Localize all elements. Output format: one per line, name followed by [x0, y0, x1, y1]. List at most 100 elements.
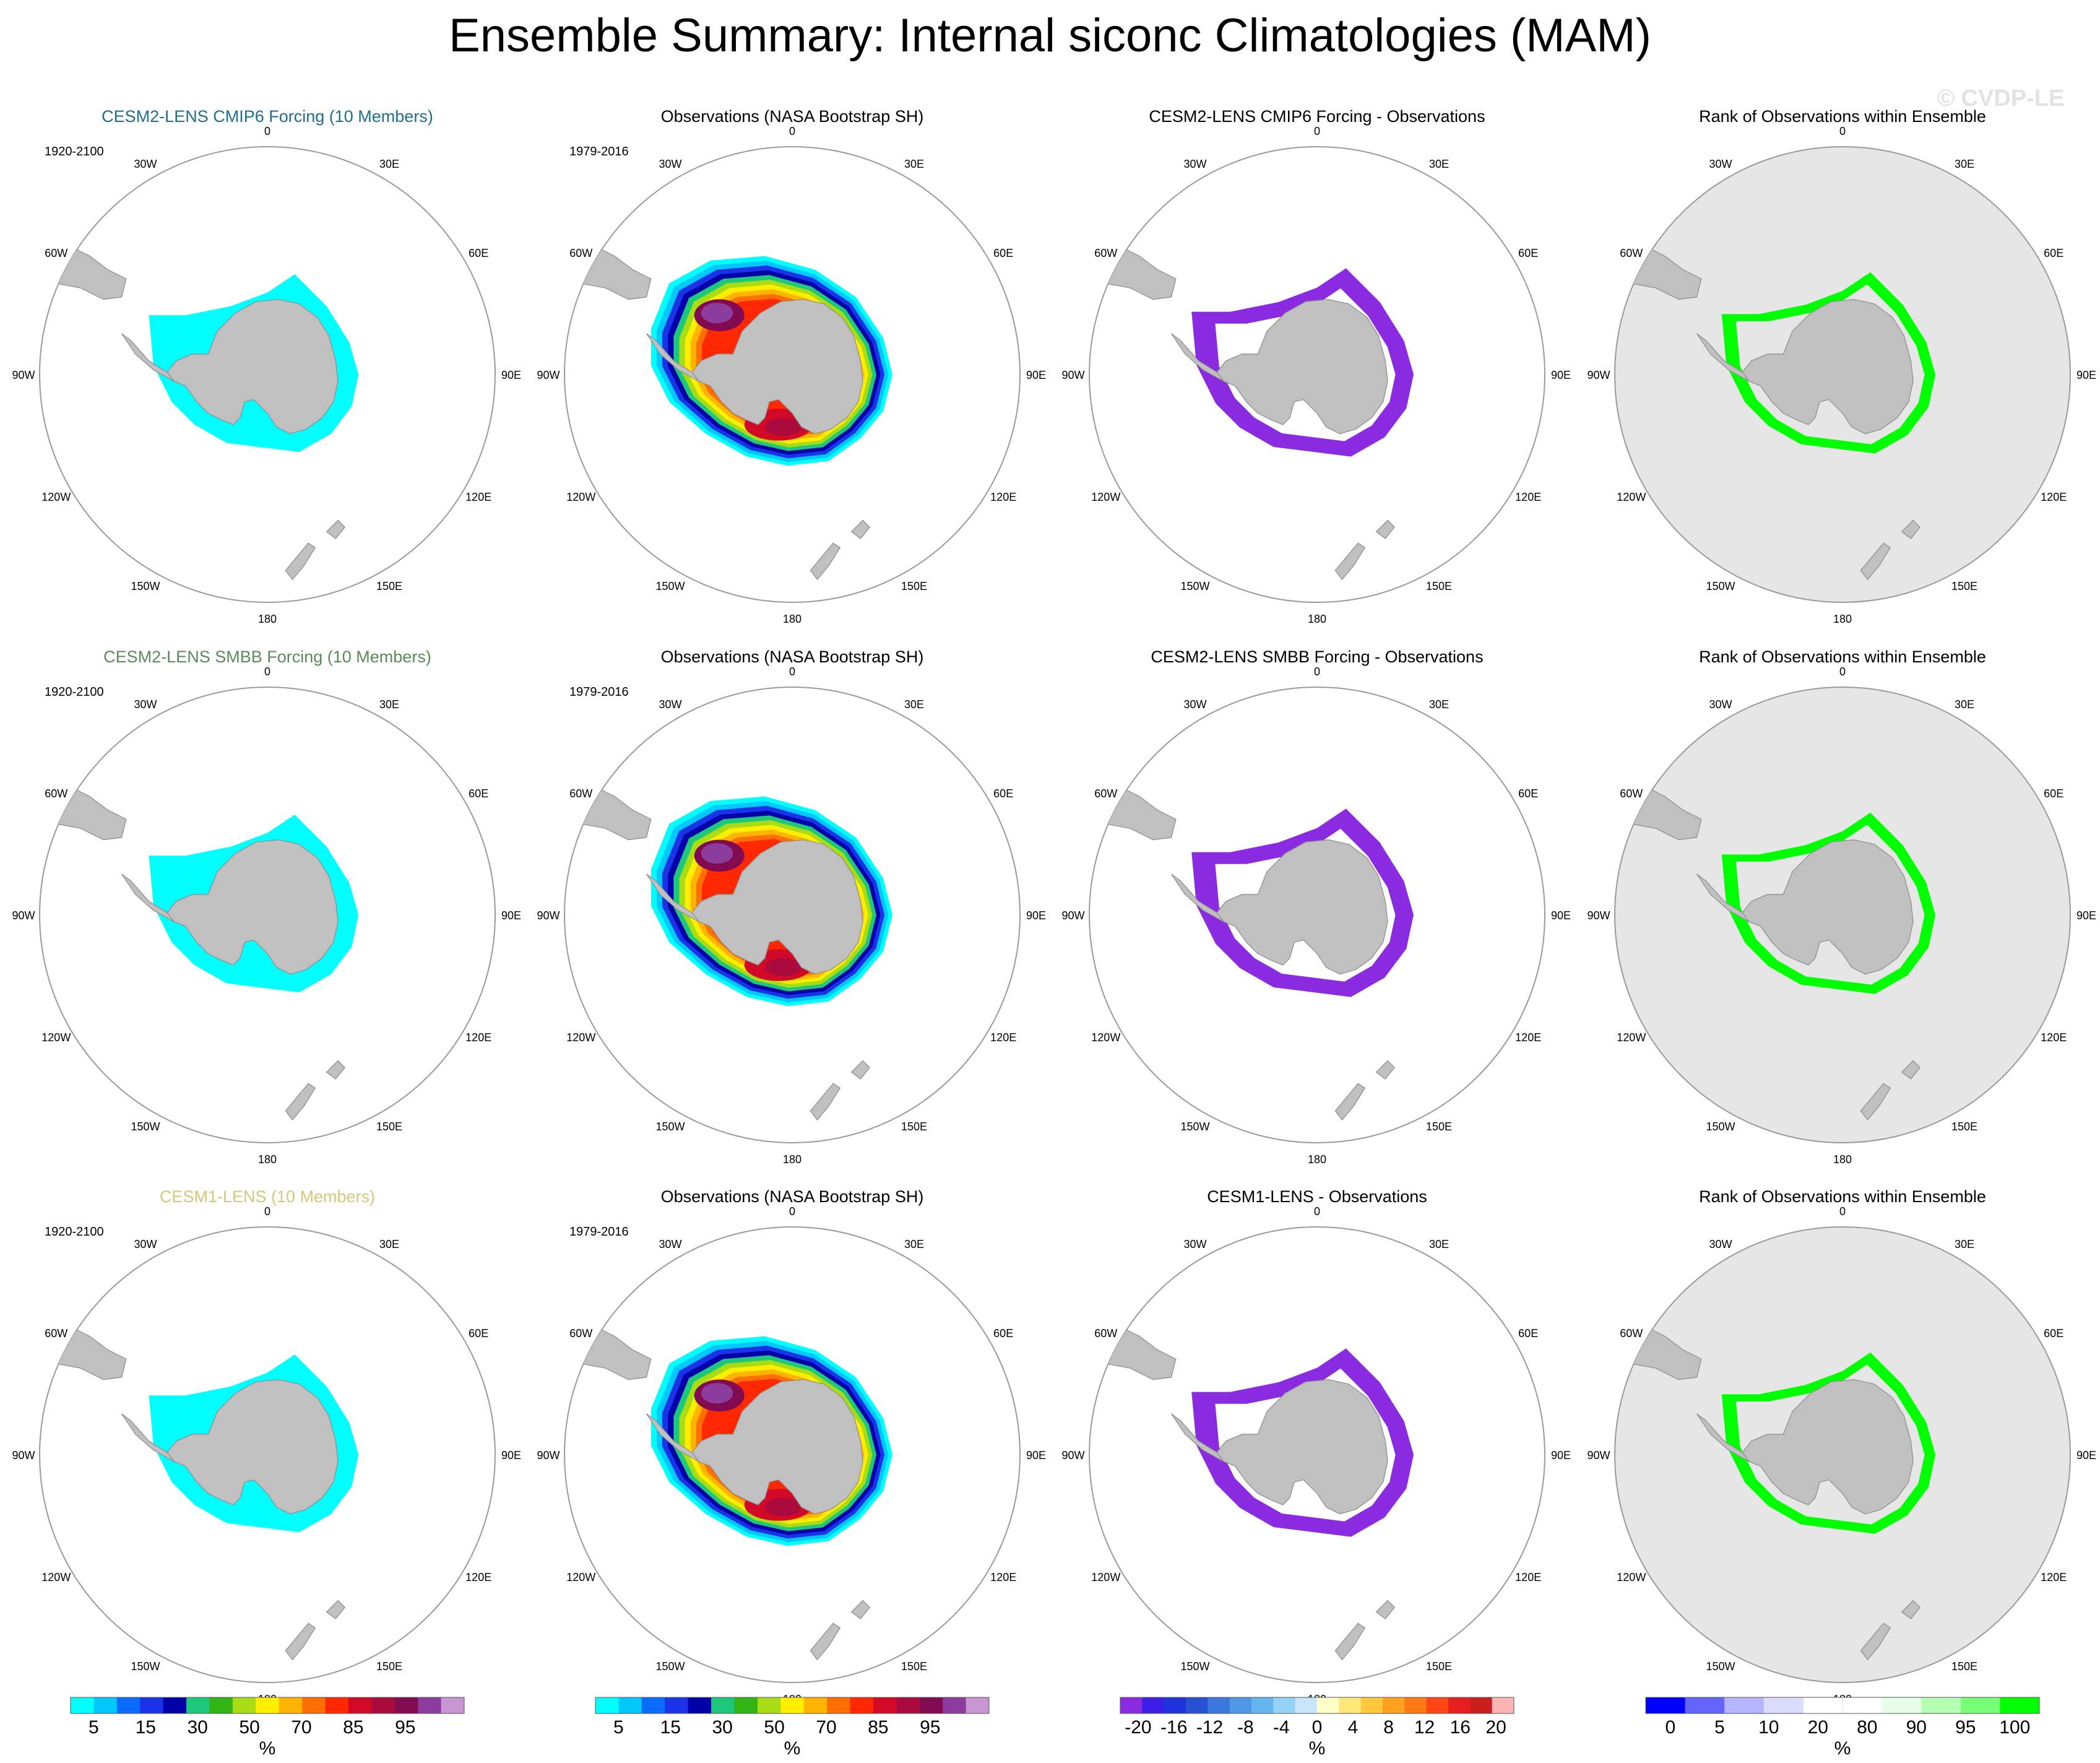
colorbar-swatch: [71, 1697, 94, 1713]
longitude-label: 120E: [990, 1031, 1016, 1044]
longitude-label: 120E: [2041, 1571, 2067, 1583]
south-america-landmass: [580, 782, 652, 841]
colorbar-swatch: [850, 1697, 874, 1713]
land-mask: [580, 1322, 870, 1661]
colorbar-tick-label: 50: [239, 1717, 259, 1738]
south-america-landmass: [1630, 1322, 1702, 1380]
longitude-label: 60W: [569, 247, 592, 259]
longitude-label: 90W: [1061, 909, 1084, 922]
longitude-label: 0: [264, 665, 270, 678]
antarctica-landmass: [691, 839, 863, 975]
colorbar-tick-label: 15: [660, 1717, 681, 1738]
longitude-label: 150W: [1180, 1660, 1209, 1673]
colorbar-tick-label: 5: [89, 1717, 99, 1738]
longitude-label: 60E: [1518, 787, 1538, 800]
longitude-label: 120E: [1515, 1031, 1541, 1044]
colorbar-swatch: [1142, 1697, 1165, 1713]
longitude-label: 30E: [379, 698, 399, 711]
longitude-label: 90W: [1587, 909, 1610, 922]
colorbar-unit: %: [1309, 1738, 1326, 1759]
colorbar-swatch: [279, 1697, 303, 1713]
longitude-label: 30W: [659, 158, 681, 170]
longitude-label: 30E: [904, 1238, 924, 1250]
colorbar-swatch: [209, 1697, 233, 1713]
colorbar-swatch: [665, 1697, 689, 1713]
antarctic-peninsula: [121, 333, 175, 382]
antarctica-landmass: [166, 298, 339, 435]
colorbar-tick-label: -8: [1237, 1717, 1254, 1738]
longitude-label: 90W: [1587, 1449, 1610, 1462]
new-zealand-south-island: [285, 1622, 316, 1661]
panel-model-row1: CESM2-LENS CMIP6 Forcing (10 Members) 192…: [12, 107, 521, 625]
antarctica-landmass: [691, 298, 863, 435]
panel-title: Rank of Observations within Ensemble: [1699, 1187, 1986, 1206]
colorbar-tick-label: 85: [868, 1717, 888, 1738]
period-label: 1920-2100: [45, 685, 104, 699]
colorbar-swatch: [1208, 1697, 1230, 1713]
longitude-label: 90E: [1026, 909, 1046, 922]
longitude-label: 150W: [1706, 580, 1735, 592]
colorbar-swatch: [1426, 1697, 1449, 1713]
main-title: Ensemble Summary: Internal siconc Climat…: [449, 9, 1651, 62]
new-zealand-south-island: [1860, 1622, 1891, 1661]
antarctic-peninsula: [121, 1413, 175, 1462]
longitude-label: 30W: [1709, 158, 1732, 170]
longitude-label: 120W: [1617, 491, 1646, 503]
max-concentration-weddell: [701, 843, 733, 864]
longitude-label: 120W: [1091, 1031, 1120, 1044]
colorbar-swatch: [896, 1697, 920, 1713]
colorbar-swatch: [919, 1697, 943, 1713]
colorbar-tick-label: 30: [712, 1717, 733, 1738]
colorbar-swatch: [1186, 1697, 1208, 1713]
colorbar-tick-label: 70: [291, 1717, 311, 1738]
longitude-label: 60E: [469, 787, 488, 800]
longitude-label: 90W: [12, 1449, 35, 1462]
panel-title: CESM2-LENS CMIP6 Forcing (10 Members): [102, 107, 433, 126]
colorbar-unit: %: [1834, 1738, 1851, 1759]
longitude-label: 180: [1833, 1153, 1852, 1166]
colorbar-swatch: [1229, 1697, 1252, 1713]
longitude-label: 30E: [1955, 158, 1974, 170]
land-mask: [580, 782, 870, 1121]
south-america-landmass: [1105, 782, 1177, 841]
colorbar-tick-label: 10: [1758, 1717, 1779, 1738]
colorbar-swatch: [1882, 1697, 1922, 1713]
longitude-label: 150E: [901, 1660, 927, 1673]
panel-title: Observations (NASA Bootstrap SH): [661, 648, 924, 666]
antarctica-landmass: [1216, 1379, 1388, 1515]
longitude-label: 120W: [566, 491, 595, 503]
longitude-label: 30W: [134, 698, 157, 711]
new-zealand-north-island: [1375, 1060, 1395, 1080]
longitude-label: 60W: [45, 1327, 67, 1340]
colorbar-swatch: [232, 1697, 256, 1713]
colorbar-swatch: [1360, 1697, 1383, 1713]
antarctic-peninsula: [646, 1413, 699, 1462]
colorbar-swatch: [1251, 1697, 1274, 1713]
colorbar-swatch: [256, 1697, 280, 1713]
longitude-label: 180: [1308, 613, 1326, 625]
colorbar-swatch: [873, 1697, 897, 1713]
antarctica-landmass: [1742, 839, 1914, 975]
longitude-label: 60W: [1620, 1327, 1643, 1340]
land-mask: [55, 782, 345, 1121]
colorbar-tick-label: 12: [1414, 1717, 1435, 1738]
longitude-label: 60E: [2044, 1327, 2063, 1340]
new-zealand-south-island: [1860, 542, 1891, 581]
colorbar-swatch: [757, 1697, 781, 1713]
model-colorbar: 5 15 30 50 70 85 95%: [70, 1697, 465, 1759]
longitude-label: 90W: [537, 909, 560, 922]
colorbar-swatch: [302, 1697, 326, 1713]
antarctic-peninsula: [1171, 873, 1224, 922]
longitude-label: 0: [789, 665, 795, 678]
colorbar-swatch: [116, 1697, 140, 1713]
max-concentration-weddell: [701, 303, 733, 324]
colorbar-swatch: [780, 1697, 805, 1713]
land-mask: [1105, 1322, 1395, 1661]
new-zealand-north-island: [1901, 1060, 1921, 1080]
longitude-label: 0: [789, 1205, 795, 1218]
colorbar-tick-label: 95: [395, 1717, 415, 1738]
